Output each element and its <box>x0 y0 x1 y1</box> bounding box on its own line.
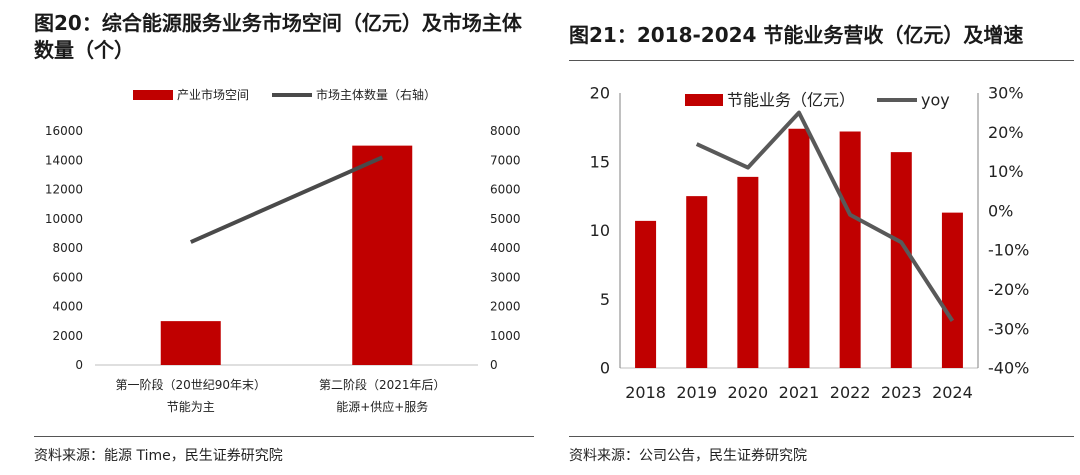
figure-20-title: 图20：综合能源服务业务市场空间（亿元）及市场主体数量（个） <box>34 11 522 62</box>
series-line <box>695 110 955 322</box>
x-tick-label: 2023 <box>881 383 922 402</box>
figure-21-source: 资料来源：公司公告，民生证券研究院 <box>569 448 807 464</box>
x-tick-label: 2024 <box>932 383 973 402</box>
y2-tick-label: 2000 <box>490 300 521 314</box>
bar <box>352 145 413 365</box>
figure-21-bottom-rule <box>569 436 1074 437</box>
bar <box>839 131 861 368</box>
bar <box>941 212 963 368</box>
x-tick-label: 2021 <box>779 383 820 402</box>
y2-tick-label: -40% <box>988 359 1029 378</box>
y-tick-label: 8000 <box>52 241 83 255</box>
series-line <box>189 155 384 244</box>
y2-tick-label: 20% <box>988 123 1024 142</box>
y-tick-label: 6000 <box>52 270 83 284</box>
y-tick-label: 10 <box>590 221 610 240</box>
y-tick-label: 14000 <box>45 153 83 167</box>
legend-label-line: 市场主体数量（右轴） <box>316 87 436 102</box>
figure-20-chart: 0 2000 4000 6000 8000 10000 12000 14000 16000 0 10… <box>45 87 521 414</box>
bar <box>635 220 657 368</box>
bar <box>160 321 221 365</box>
figure-20-bottom-rule <box>34 436 534 437</box>
figure-21-top-rule <box>569 60 1074 61</box>
legend-label-bar: 产业市场空间 <box>177 87 249 102</box>
bar <box>686 196 708 368</box>
y-tick-label: 0 <box>600 359 610 378</box>
legend-swatch-bar <box>133 90 173 100</box>
y2-tick-label: -10% <box>988 241 1029 260</box>
bar <box>737 176 759 368</box>
y2-tick-label: 0% <box>988 201 1013 220</box>
y2-tick-label: -30% <box>988 319 1029 338</box>
bar <box>788 128 810 368</box>
y-tick-label: 0 <box>75 358 83 372</box>
legend-label-bar: 节能业务（亿元） <box>727 91 855 110</box>
figure-21-title: 图21：2018-2024 节能业务营收（亿元）及增速 <box>569 23 1024 47</box>
legend-label-line: yoy <box>921 91 950 110</box>
bar <box>890 152 912 368</box>
figure-21-panel: 图21：2018-2024 节能业务营收（亿元）及增速 资料来源：公司公告，民生… <box>555 0 1080 475</box>
x-tick-label: 能源+供应+服务 <box>336 399 428 414</box>
x-tick-label: 2019 <box>676 383 717 402</box>
y-tick-label: 15 <box>590 152 610 171</box>
y2-tick-label: 5000 <box>490 212 521 226</box>
figure-20-panel: 图20：综合能源服务业务市场空间（亿元）及市场主体数量（个） 资料来源：能源 T… <box>34 11 534 464</box>
figure-20-source: 资料来源：能源 Time，民生证券研究院 <box>34 448 283 464</box>
x-tick-label: 2022 <box>830 383 871 402</box>
y2-tick-label: -20% <box>988 280 1029 299</box>
y2-tick-label: 0 <box>490 358 498 372</box>
y2-tick-label: 7000 <box>490 153 521 167</box>
y-tick-label: 5 <box>600 290 610 309</box>
legend-swatch-bar <box>685 94 723 106</box>
y2-tick-label: 10% <box>988 162 1024 181</box>
x-tick-label: 2018 <box>625 383 666 402</box>
y-tick-label: 2000 <box>52 329 83 343</box>
y-tick-label: 12000 <box>45 183 83 197</box>
x-tick-label: 节能为主 <box>167 400 215 414</box>
x-tick-label: 第一阶段（20世纪90年末） <box>115 377 266 392</box>
y-tick-label: 20 <box>590 84 610 103</box>
y-tick-label: 10000 <box>45 212 83 226</box>
figure-21-chart: 0 5 10 15 20 -40% -30% -20% -10% 0% 10% 20% 30% 2018 2… <box>590 84 1030 402</box>
x-tick-label: 2020 <box>727 383 768 402</box>
x-tick-label: 第二阶段（2021年后） <box>319 377 446 392</box>
y2-tick-label: 3000 <box>490 270 521 284</box>
y2-tick-label: 6000 <box>490 183 521 197</box>
y2-tick-label: 1000 <box>490 329 521 343</box>
y2-tick-label: 30% <box>988 84 1024 103</box>
y-tick-label: 16000 <box>45 124 83 138</box>
y2-tick-label: 4000 <box>490 241 521 255</box>
y2-tick-label: 8000 <box>490 124 521 138</box>
y-tick-label: 4000 <box>52 300 83 314</box>
